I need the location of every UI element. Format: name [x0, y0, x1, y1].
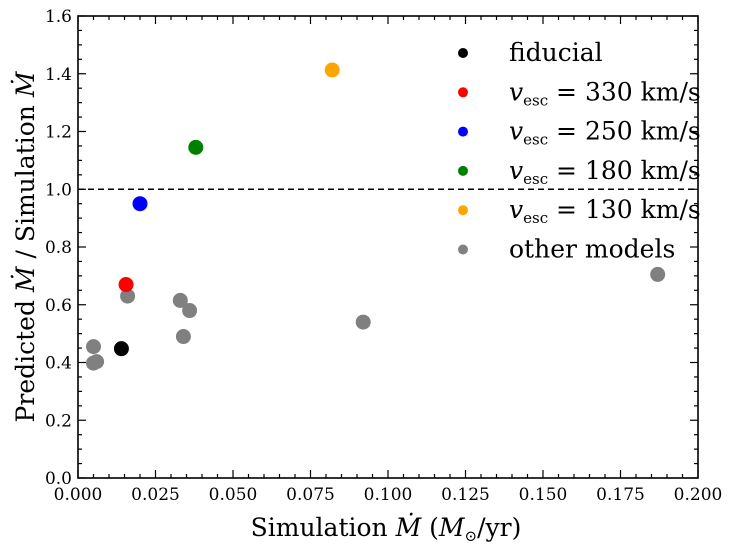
x-tick-label: 0.025: [131, 485, 180, 505]
x-tick-label: 0.125: [441, 485, 490, 505]
y-tick-label: 0.0: [45, 469, 72, 489]
y-tick-labels: 0.0 0.2 0.4 0.6 0.8 1.0 1.2 1.4 1.6: [45, 7, 72, 489]
data-point: [182, 303, 198, 319]
legend-label: vesc = 180 km/s: [509, 156, 701, 188]
legend-marker: [458, 244, 468, 255]
data-point: [113, 341, 129, 357]
legend-marker: [458, 48, 468, 58]
data-point: [86, 339, 101, 355]
data-point: [172, 292, 188, 308]
y-tick-label: 0.6: [45, 296, 72, 316]
y-tick-label: 1.6: [45, 7, 72, 27]
data-points: [86, 62, 666, 371]
x-axis-label: Simulation Ṁ (M⊙/yr): [251, 513, 522, 545]
data-point: [175, 329, 191, 345]
legend-marker: [458, 165, 468, 176]
legend-label: fiducial: [509, 38, 603, 67]
x-tick-label: 0.050: [209, 485, 258, 505]
legend-label: vesc = 130 km/s: [509, 195, 701, 227]
data-point: [89, 354, 105, 370]
y-tick-label: 0.8: [45, 238, 72, 258]
x-tick-label: 0.200: [674, 485, 723, 505]
data-point: [355, 314, 371, 330]
axis-ticks: [77, 15, 699, 479]
x-tick-label: 0.000: [54, 485, 103, 505]
legend-marker: [458, 87, 468, 98]
data-point: [120, 288, 136, 304]
x-tick-label: 0.150: [519, 485, 568, 505]
data-point: [188, 139, 204, 155]
x-tick-label: 0.075: [286, 485, 335, 505]
x-tick-labels: 0.000 0.025 0.050 0.075 0.100 0.125 0.150 0.175…: [54, 485, 723, 505]
y-axis-label: Predicted Ṁ / Simulation Ṁ: [11, 70, 40, 422]
data-point: [132, 196, 148, 212]
legend-marker: [458, 205, 468, 216]
legend-label: other models: [509, 235, 675, 264]
y-tick-label: 1.0: [45, 180, 72, 200]
data-point: [324, 62, 340, 78]
x-tick-label: 0.100: [364, 485, 413, 505]
data-point: [650, 266, 666, 282]
legend-marker: [458, 126, 468, 137]
y-tick-label: 1.2: [45, 123, 72, 143]
y-tick-label: 0.4: [45, 354, 72, 374]
legend-label: vesc = 330 km/s: [509, 77, 701, 109]
data-point: [118, 277, 134, 293]
y-tick-label: 0.2: [45, 411, 72, 431]
y-tick-label: 1.4: [45, 65, 72, 85]
legend-label: vesc = 250 km/s: [509, 117, 701, 149]
legend: fiducial vesc = 330 km/s vesc = 250 km/s ve…: [458, 38, 701, 264]
x-tick-label: 0.175: [596, 485, 645, 505]
